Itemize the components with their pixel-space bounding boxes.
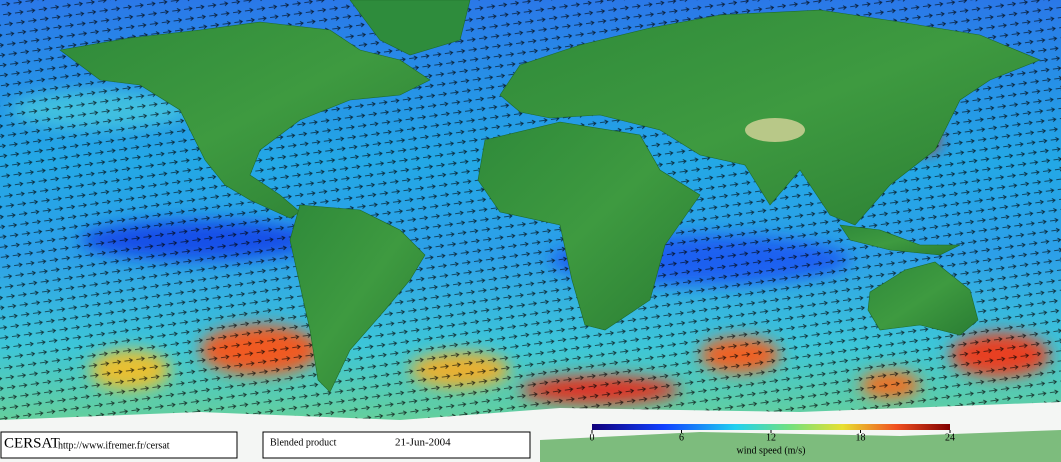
product-box: [262, 431, 531, 459]
date: 21-Jun-2004: [395, 437, 451, 449]
logo: CERSAT: [4, 435, 60, 451]
credit-box: [0, 431, 238, 459]
antarctica-land: [540, 430, 1061, 462]
product: Blended product: [270, 437, 337, 448]
colorbar-tick-label: 18: [856, 432, 866, 443]
colorbar-label: wind speed (m/s): [737, 445, 806, 456]
colorbar-tick-label: 12: [766, 432, 776, 443]
colorbar-tick-label: 24: [945, 432, 955, 443]
colorbar-tick-label: 0: [590, 432, 595, 443]
colorbar: [592, 424, 950, 430]
colorbar-tick-label: 6: [679, 432, 684, 443]
url: http://www.ifremer.fr/cersat: [58, 440, 170, 451]
continents: [59, 0, 1041, 393]
